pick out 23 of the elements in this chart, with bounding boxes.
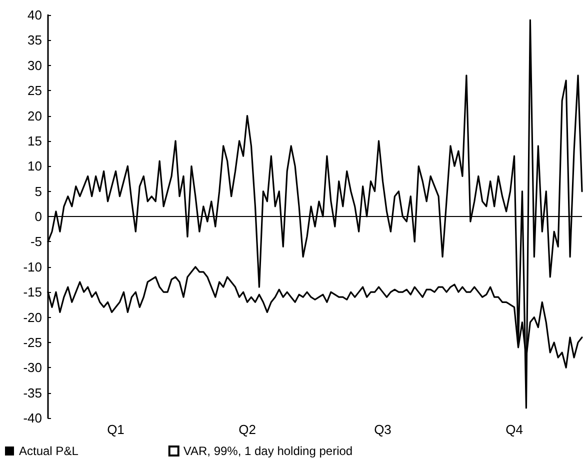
y-tick-label: 0 xyxy=(34,209,42,224)
x-tick-label: Q4 xyxy=(506,422,523,437)
y-tick-label: 10 xyxy=(28,158,42,174)
y-tick-label: -35 xyxy=(23,385,42,400)
y-tick-label: -30 xyxy=(23,360,42,376)
y-tick-label: -15 xyxy=(23,284,42,300)
legend-label: Actual P&L xyxy=(19,444,79,458)
x-tick-label: Q3 xyxy=(374,422,392,437)
y-tick-label: -5 xyxy=(30,234,42,250)
x-tick-label: Q1 xyxy=(107,422,124,437)
x-tick-label: Q2 xyxy=(238,422,256,437)
y-tick-label: 15 xyxy=(28,133,42,148)
y-tick-label: 35 xyxy=(28,32,42,48)
y-tick-label: 30 xyxy=(28,58,42,73)
y-tick-label: -20 xyxy=(23,310,42,325)
y-tick-label: -25 xyxy=(23,334,42,350)
y-tick-label: -40 xyxy=(23,410,42,426)
y-tick-label: 5 xyxy=(34,184,42,199)
y-tick-label: 40 xyxy=(28,8,42,22)
y-tick-label: 25 xyxy=(28,83,42,98)
legend-label: VAR, 99%, 1 day holding period xyxy=(183,444,353,458)
y-tick-label: 20 xyxy=(28,108,42,124)
y-tick-label: -10 xyxy=(23,259,42,274)
